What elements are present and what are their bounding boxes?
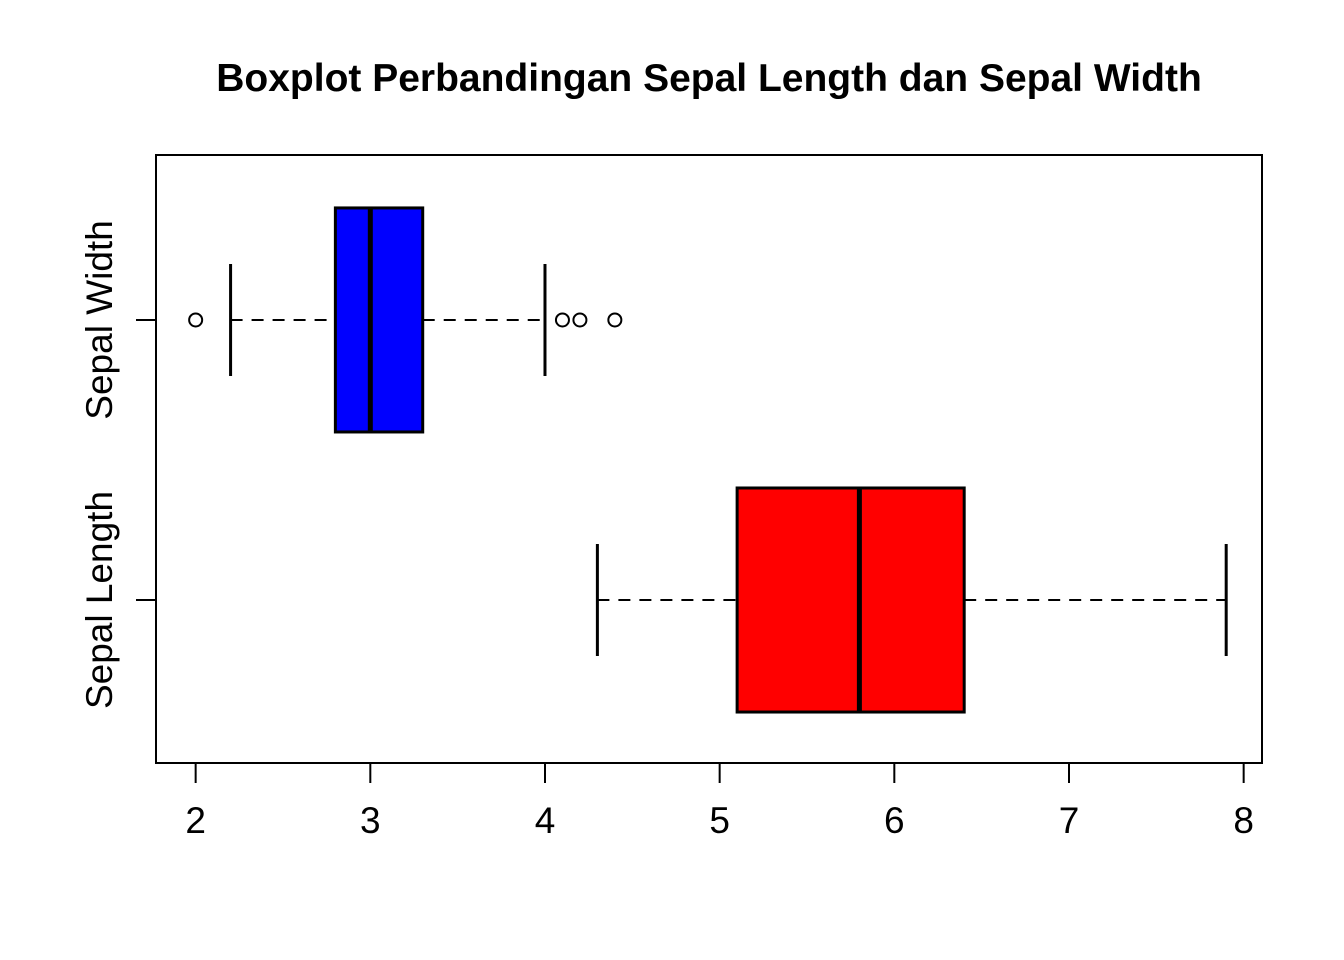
outlier-point-sepal-width xyxy=(607,312,623,328)
outlier-point-sepal-width xyxy=(554,312,570,328)
box-sepal-length xyxy=(735,486,966,714)
x-axis-tick-label: 5 xyxy=(709,800,730,841)
x-axis-tick-label: 4 xyxy=(535,800,556,841)
x-axis-tick-label: 7 xyxy=(1059,800,1080,841)
outlier-point-sepal-width xyxy=(188,312,204,328)
x-axis-tick-label: 2 xyxy=(185,800,206,841)
y-axis-label-sepal-length: Sepal Length xyxy=(79,491,120,709)
outlier-point-sepal-width xyxy=(572,312,588,328)
plot-border xyxy=(155,154,1263,764)
x-axis-tick-label: 8 xyxy=(1233,800,1254,841)
y-axis-label-sepal-width: Sepal Width xyxy=(79,220,120,420)
box-sepal-width xyxy=(333,206,425,434)
chart-title: Boxplot Perbandingan Sepal Length dan Se… xyxy=(216,57,1202,100)
x-axis-tick-label: 3 xyxy=(360,800,381,841)
x-axis-tick-label: 6 xyxy=(884,800,905,841)
